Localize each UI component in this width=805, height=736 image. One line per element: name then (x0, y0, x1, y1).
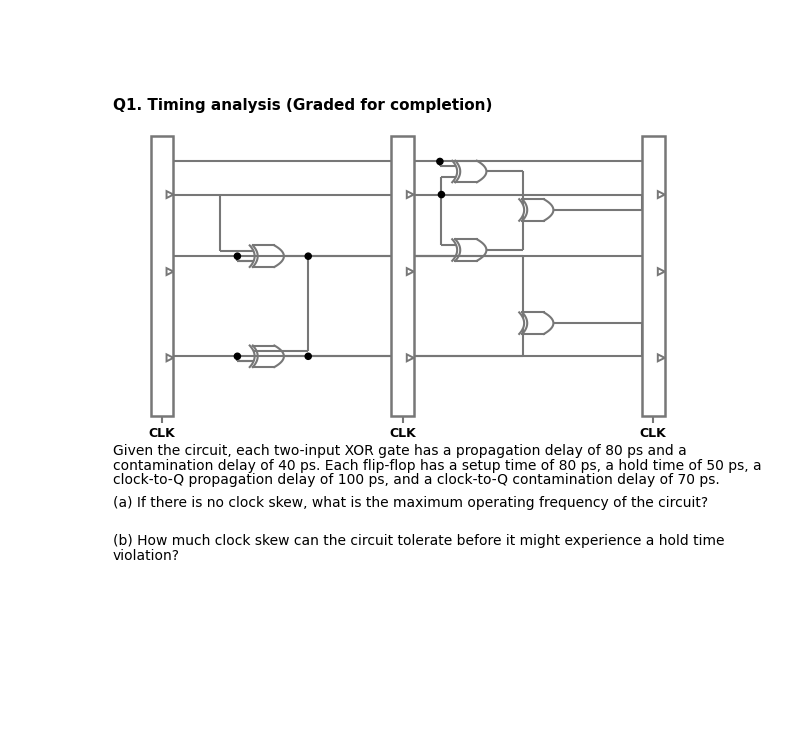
Text: CLK: CLK (149, 427, 175, 440)
Text: violation?: violation? (113, 549, 180, 563)
Bar (391, 136, 414, 416)
Text: clock-to-Q propagation delay of 100 ps, and a clock-to-Q contamination delay of : clock-to-Q propagation delay of 100 ps, … (113, 473, 720, 487)
Circle shape (234, 253, 241, 259)
Circle shape (234, 353, 241, 359)
Circle shape (439, 191, 444, 198)
Text: Given the circuit, each two-input XOR gate has a propagation delay of 80 ps and : Given the circuit, each two-input XOR ga… (113, 444, 687, 458)
Circle shape (305, 353, 312, 359)
Bar (642, 136, 665, 416)
Text: CLK: CLK (390, 427, 416, 440)
Bar (151, 136, 174, 416)
Text: contamination delay of 40 ps. Each flip-flop has a setup time of 80 ps, a hold t: contamination delay of 40 ps. Each flip-… (113, 459, 762, 473)
Circle shape (305, 253, 312, 259)
Text: Q1. Timing analysis (Graded for completion): Q1. Timing analysis (Graded for completi… (113, 98, 492, 113)
Text: CLK: CLK (640, 427, 667, 440)
Text: (b) How much clock skew can the circuit tolerate before it might experience a ho: (b) How much clock skew can the circuit … (113, 534, 724, 548)
Text: (a) If there is no clock skew, what is the maximum operating frequency of the ci: (a) If there is no clock skew, what is t… (113, 495, 708, 509)
Circle shape (437, 158, 443, 165)
